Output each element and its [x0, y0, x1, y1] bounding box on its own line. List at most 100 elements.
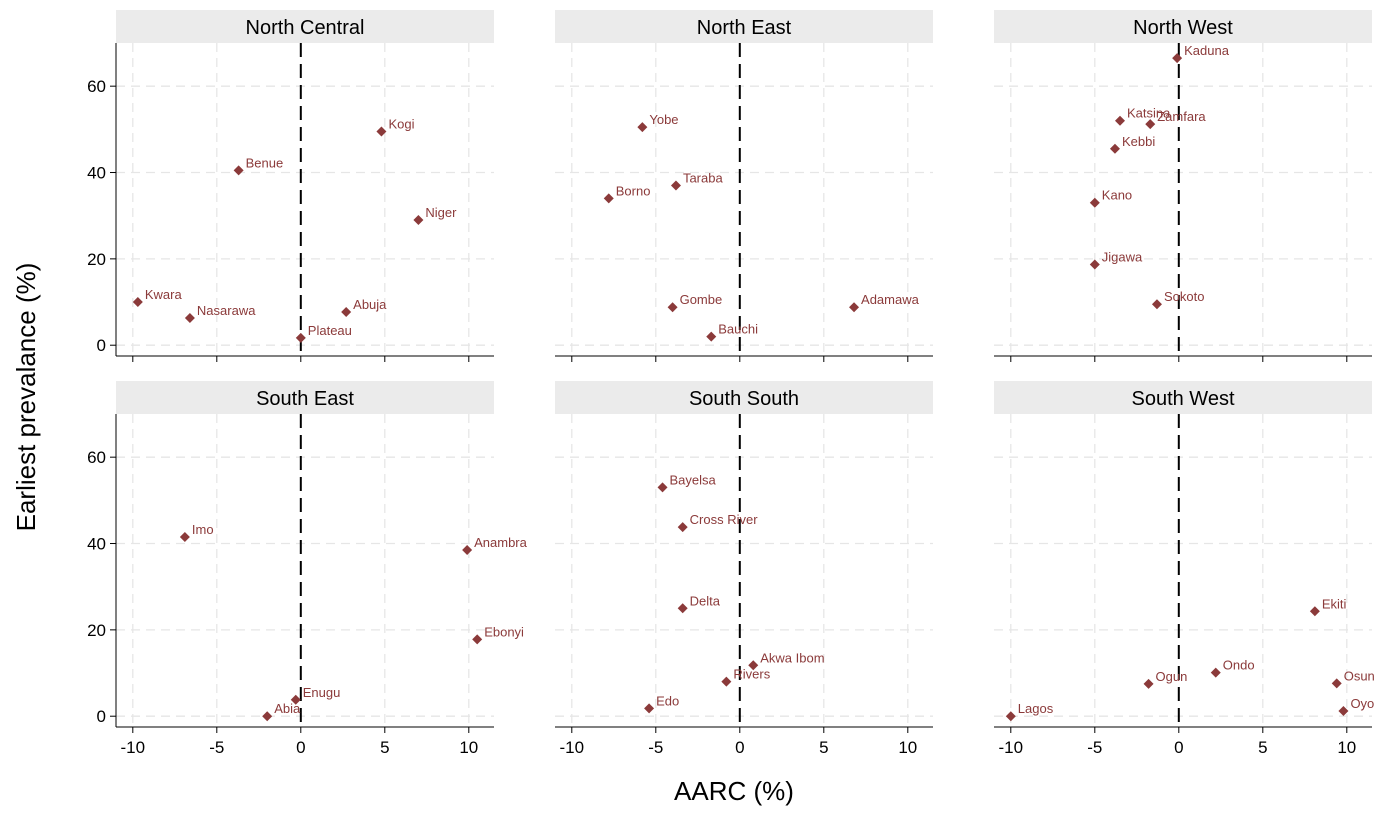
point-label-enugu: Enugu — [303, 685, 341, 700]
point-label-ebonyi: Ebonyi — [484, 624, 524, 639]
data-point-katsina — [1115, 115, 1125, 126]
data-point-nasarawa — [184, 313, 195, 324]
panel-south-west: South West -10 -5 0 5 10 Ekiti Ondo Ogun Osun Oyo L… — [994, 381, 1375, 757]
panel-strip — [994, 381, 1372, 414]
point-label-lagos: Lagos — [1018, 701, 1054, 716]
panel-strip — [116, 10, 494, 43]
point-label-rivers: Rivers — [733, 667, 770, 682]
data-point-anambra — [462, 544, 473, 555]
point-label-kwara: Kwara — [145, 287, 183, 302]
y-tick-label: 20 — [87, 250, 106, 269]
y-axis-title: Earliest prevalance (%) — [11, 263, 41, 532]
panel-title: South South — [689, 388, 799, 410]
data-point-edo — [644, 703, 655, 714]
point-label-nasarawa: Nasarawa — [197, 303, 256, 318]
point-label-oyo: Oyo — [1350, 696, 1374, 711]
point-label-sokoto: Sokoto — [1164, 289, 1204, 304]
x-tick-label: 5 — [380, 738, 389, 757]
point-label-abia: Abia — [274, 701, 301, 716]
x-tick-label: -5 — [1087, 738, 1102, 757]
data-point-niger — [413, 215, 424, 226]
data-point-kano — [1089, 197, 1100, 208]
panel-strip — [555, 10, 933, 43]
data-point-oyo — [1338, 706, 1349, 717]
x-tick-label: -5 — [209, 738, 224, 757]
x-tick-label: 0 — [1174, 738, 1183, 757]
point-label-abuja: Abuja — [353, 297, 387, 312]
point-label-jigawa: Jigawa — [1102, 249, 1143, 264]
x-tick-label: -10 — [560, 738, 585, 757]
point-label-osun: Osun — [1344, 668, 1375, 683]
x-tick-label: 5 — [819, 738, 828, 757]
panel-strip — [994, 10, 1372, 43]
x-tick-label: 10 — [459, 738, 478, 757]
panel-south-south: South South -10 -5 0 5 10 Bayelsa Cross River De… — [555, 381, 933, 757]
y-tick-label: 60 — [87, 77, 106, 96]
data-point-osun — [1331, 678, 1342, 689]
panel-strip — [555, 381, 933, 414]
data-point-yobe — [637, 122, 648, 133]
panel-north-central: North Central 0 20 40 60 Kogi Benue Niger Kwara N… — [87, 10, 494, 362]
y-tick-label: 0 — [97, 336, 106, 355]
panel-title: South West — [1131, 388, 1234, 410]
point-label-kano: Kano — [1102, 188, 1132, 203]
y-tick-label: 40 — [87, 164, 106, 183]
point-label-cross-river: Cross River — [690, 512, 759, 527]
point-label-imo: Imo — [192, 522, 214, 537]
data-point-sokoto — [1151, 299, 1162, 310]
panel-south-east: South East 0 20 40 60 -10 -5 0 5 10 Imo Anambra Ebon… — [87, 381, 528, 757]
panel-title: South East — [256, 388, 354, 410]
point-label-benue: Benue — [246, 155, 284, 170]
x-axis-title: AARC (%) — [674, 776, 794, 806]
panel-title: North Central — [246, 17, 365, 39]
point-label-kaduna: Kaduna — [1184, 43, 1230, 58]
data-point-ondo — [1210, 667, 1221, 678]
data-point-ogun — [1143, 678, 1154, 689]
data-point-bauchi — [706, 331, 717, 342]
y-tick-label: 0 — [97, 707, 106, 726]
x-tick-label: 0 — [735, 738, 744, 757]
x-tick-label: -10 — [999, 738, 1024, 757]
point-label-katsina: Katsina — [1127, 106, 1171, 121]
point-label-yobe: Yobe — [649, 112, 678, 127]
data-point-plateau — [295, 332, 306, 343]
x-tick-label: 10 — [1337, 738, 1356, 757]
data-point-abuja — [341, 306, 352, 317]
data-point-kebbi — [1109, 143, 1120, 154]
panel-north-east: North East Yobe Taraba Borno Gombe Adamawa Bau… — [555, 10, 933, 362]
data-point-taraba — [670, 180, 681, 191]
panel-strip — [116, 381, 494, 414]
data-point-kogi — [376, 126, 387, 137]
point-label-akwa-ibom: Akwa Ibom — [760, 650, 824, 665]
x-tick-label: 0 — [296, 738, 305, 757]
data-point-ebonyi — [472, 634, 483, 645]
point-label-borno: Borno — [616, 183, 651, 198]
data-point-adamawa — [849, 302, 860, 313]
point-label-plateau: Plateau — [308, 323, 352, 338]
data-point-bayelsa — [657, 482, 668, 493]
point-label-taraba: Taraba — [683, 170, 724, 185]
point-label-edo: Edo — [656, 693, 679, 708]
data-point-rivers — [721, 676, 732, 687]
data-point-zamfara — [1145, 119, 1156, 130]
data-point-jigawa — [1089, 259, 1100, 270]
point-label-bauchi: Bauchi — [718, 322, 758, 337]
data-point-cross-river — [677, 522, 688, 533]
data-point-kaduna — [1172, 53, 1183, 64]
point-label-bayelsa: Bayelsa — [670, 472, 717, 487]
x-tick-label: 10 — [898, 738, 917, 757]
data-point-ekiti — [1309, 606, 1320, 617]
point-label-ogun: Ogun — [1156, 669, 1188, 684]
panel-title: North West — [1133, 17, 1233, 39]
data-point-gombe — [667, 302, 678, 313]
data-point-kwara — [132, 297, 143, 308]
point-label-niger: Niger — [425, 205, 457, 220]
point-label-anambra: Anambra — [474, 535, 528, 550]
data-point-benue — [233, 165, 244, 176]
data-point-lagos — [1005, 711, 1016, 722]
point-label-adamawa: Adamawa — [861, 292, 920, 307]
y-tick-label: 20 — [87, 621, 106, 640]
data-point-imo — [179, 532, 190, 543]
